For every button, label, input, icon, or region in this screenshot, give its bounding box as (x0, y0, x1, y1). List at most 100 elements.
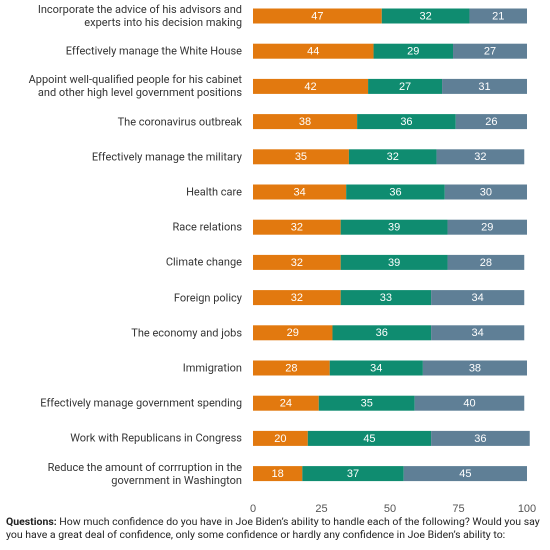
data-label: 39 (388, 257, 400, 269)
data-label: 34 (370, 362, 382, 374)
data-label: 32 (291, 257, 303, 269)
bar-segment (403, 466, 527, 482)
bar-segment (332, 325, 432, 341)
data-label: 27 (399, 81, 411, 93)
category-label: The economy and jobs (131, 326, 242, 340)
bar-segment (253, 219, 341, 235)
bar-segment (253, 114, 358, 130)
bar-segment (253, 430, 308, 446)
data-label: 27 (484, 46, 496, 58)
x-tick-label: 0 (250, 503, 256, 515)
data-label: 21 (492, 10, 504, 22)
data-label: 18 (272, 468, 284, 480)
category-label: Immigration (182, 361, 242, 375)
data-label: 42 (304, 81, 316, 93)
category-label: Effectively manage the White House (65, 44, 242, 58)
bar-segment (302, 466, 404, 482)
data-label: 29 (407, 46, 419, 58)
data-label: 29 (481, 222, 493, 234)
data-label: 36 (389, 186, 401, 198)
bar-segment (253, 254, 341, 270)
data-label: 26 (485, 116, 497, 128)
bar-segment (469, 8, 527, 24)
category-label: Appoint well-qualified people for his ca… (28, 73, 242, 100)
category-label: Incorporate the advice of his advisors a… (37, 3, 242, 29)
bar-segment (253, 43, 374, 59)
bar-segment (436, 149, 525, 165)
data-label: 29 (287, 327, 299, 339)
bar-segment (381, 8, 470, 24)
data-label: 32 (291, 222, 303, 234)
category-label: Work with Republicans in Congress (70, 431, 242, 445)
bar-segment (346, 184, 445, 200)
footnote-text: How much confidence do you have in Joe B… (6, 516, 540, 541)
data-label: 38 (469, 362, 481, 374)
data-label: 31 (478, 81, 490, 93)
bar-segment (431, 325, 525, 341)
x-tick-label: 75 (452, 503, 464, 515)
category-label: Reduce the amount of corrruption in the … (47, 460, 242, 487)
data-label: 45 (363, 433, 375, 445)
data-label: 20 (274, 433, 286, 445)
data-label: 33 (380, 292, 392, 304)
bar-segment (453, 43, 527, 59)
bar-segment (447, 254, 525, 270)
category-label: Effectively manage government spending (40, 396, 242, 410)
data-label: 28 (285, 362, 297, 374)
data-label: 34 (293, 186, 305, 198)
category-label: Foreign policy (173, 291, 242, 305)
bar-segment (253, 78, 369, 94)
data-label: 36 (400, 116, 412, 128)
data-label: 32 (387, 151, 399, 163)
bar-segment (368, 78, 443, 94)
data-label: 32 (291, 292, 303, 304)
bar-segment (253, 8, 382, 24)
bar-segment (318, 395, 415, 411)
bar-segment (340, 219, 448, 235)
data-label: 34 (472, 292, 484, 304)
data-label: 36 (474, 433, 486, 445)
data-label: 24 (280, 398, 292, 410)
bar-segment (455, 114, 527, 130)
footnote-label: Questions: (6, 516, 57, 528)
bar-segment (442, 78, 527, 94)
bar-segment (253, 184, 347, 200)
data-label: 37 (347, 468, 359, 480)
bar-segment (447, 219, 527, 235)
bar-segment (348, 149, 437, 165)
bar-segment (253, 360, 330, 376)
category-label: Health care (186, 185, 242, 199)
bar-segment (340, 290, 432, 306)
bar-segment (253, 395, 319, 411)
category-label: The coronavirus outbreak (117, 115, 242, 129)
bar-segment (329, 360, 423, 376)
bar-segment (253, 466, 303, 482)
bar-segment (422, 360, 527, 376)
bar-segment (431, 430, 530, 446)
data-label: 40 (463, 398, 475, 410)
data-label: 30 (480, 186, 492, 198)
bar-segment (307, 430, 432, 446)
bar-segment (357, 114, 456, 130)
x-tick-label: 25 (315, 503, 327, 515)
category-label: Climate change (165, 255, 242, 269)
data-label: 38 (299, 116, 311, 128)
bar-segment (340, 254, 448, 270)
data-label: 44 (307, 46, 319, 58)
x-tick-label: 100 (518, 503, 536, 515)
data-label: 32 (474, 151, 486, 163)
x-tick-label: 50 (384, 503, 396, 515)
data-label: 35 (361, 398, 373, 410)
data-label: 34 (472, 327, 484, 339)
data-label: 45 (459, 468, 471, 480)
data-label: 36 (376, 327, 388, 339)
bar-segment (253, 149, 349, 165)
category-label: Effectively manage the military (91, 150, 242, 164)
data-label: 32 (419, 10, 431, 22)
bar-segment (431, 290, 525, 306)
bar-segment (253, 290, 341, 306)
bar-segment (444, 184, 527, 200)
data-label: 35 (295, 151, 307, 163)
